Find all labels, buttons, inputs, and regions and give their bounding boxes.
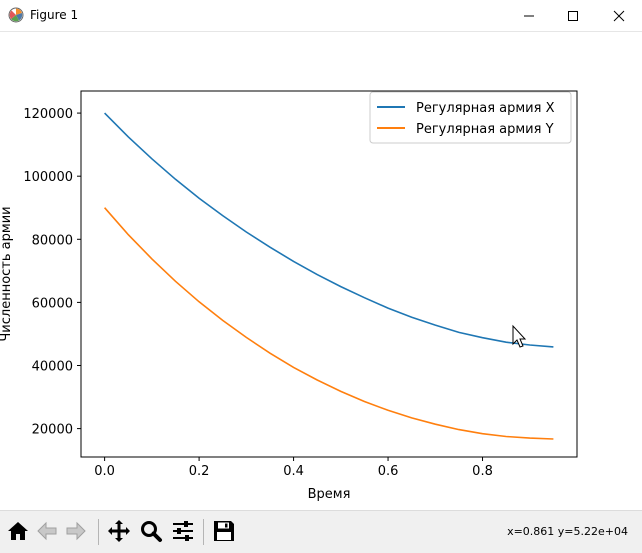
x-tick-label: 0.8 [472, 464, 493, 479]
series-line-x [104, 112, 554, 348]
pan-button[interactable] [105, 517, 133, 545]
home-icon [8, 522, 28, 540]
minimize-icon [524, 15, 534, 16]
x-tick-label: 0.0 [94, 464, 115, 479]
close-icon [613, 10, 625, 21]
zoom-button[interactable] [137, 517, 165, 545]
legend-frame [369, 91, 572, 144]
axes-frame [80, 90, 578, 458]
mouse-pointer-icon [512, 324, 527, 348]
y-tick-label: 80000 [32, 233, 73, 248]
save-button[interactable] [210, 517, 238, 545]
toolbar-separator [98, 519, 99, 545]
forward-arrow-icon [66, 521, 86, 541]
y-axis-label: Численность армии [0, 206, 14, 341]
x-tick-label: 0.4 [283, 464, 304, 479]
y-tick-label: 40000 [32, 360, 73, 375]
figure-canvas[interactable]: 0.0 0.2 0.4 0.6 0.8 20000 40000 60000 80000 1000… [0, 32, 642, 510]
y-tick-label: 100000 [23, 170, 73, 185]
window-title: Figure 1 [30, 8, 79, 22]
zoom-icon [141, 521, 162, 542]
series-line-y [103, 207, 554, 440]
cursor-coordinates: x=0.861 y=5.22e+04 [507, 525, 628, 538]
navigation-toolbar: x=0.861 y=5.22e+04 [0, 510, 642, 553]
x-axis-label: Время [308, 487, 351, 502]
x-tick-label: 0.2 [189, 464, 210, 479]
configure-subplots-icon [173, 521, 193, 541]
y-tick-label: 120000 [23, 107, 73, 122]
back-button[interactable] [33, 517, 61, 545]
toolbar-separator [203, 519, 204, 545]
save-icon [214, 521, 234, 541]
legend: Регулярная армия X Регулярная армия Y [369, 91, 572, 144]
pan-icon [108, 520, 130, 542]
y-tick-label: 60000 [32, 296, 73, 311]
title-bar: Figure 1 [0, 0, 642, 32]
y-tick-label: 20000 [32, 423, 73, 438]
configure-button[interactable] [169, 517, 197, 545]
minimize-button[interactable] [506, 0, 552, 31]
close-button[interactable] [596, 0, 642, 31]
line-chart: 0.0 0.2 0.4 0.6 0.8 20000 40000 60000 80000 1000… [0, 90, 578, 502]
home-button[interactable] [4, 517, 32, 545]
matplotlib-icon [8, 7, 24, 23]
x-tick-label: 0.6 [378, 464, 399, 479]
legend-label-x: Регулярная армия X [416, 101, 555, 116]
legend-label-y: Регулярная армия Y [416, 122, 554, 137]
forward-button[interactable] [62, 517, 90, 545]
maximize-button[interactable] [550, 0, 596, 31]
back-arrow-icon [37, 521, 57, 541]
maximize-icon [568, 10, 578, 21]
